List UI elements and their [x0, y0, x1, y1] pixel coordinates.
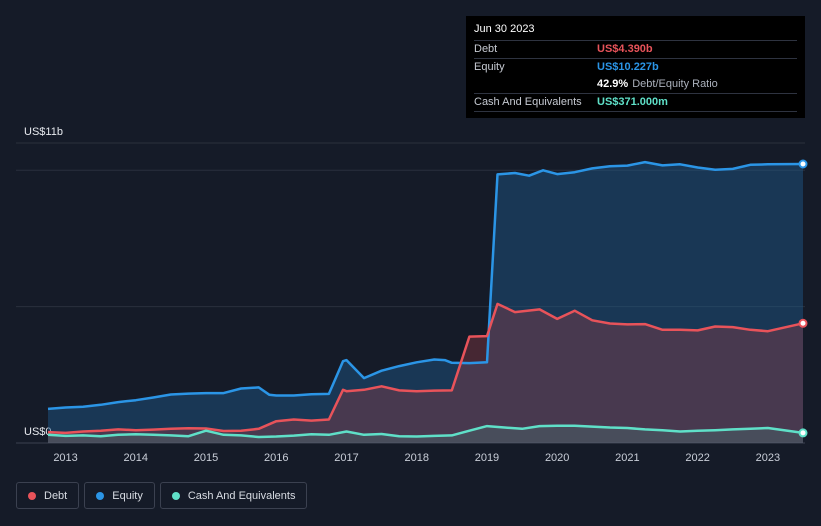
x-tick-label: 2013: [53, 452, 77, 464]
line-debt: [47, 302, 804, 435]
tooltip-row-cash: Cash And Equivalents US$371.000m: [474, 94, 797, 112]
area-debt: [48, 303, 803, 443]
tooltip-cash-label: Cash And Equivalents: [474, 96, 582, 108]
tooltip-panel: Jun 30 2023 Debt US$4.390b Equity US$10.…: [466, 16, 805, 118]
tooltip-equity-value: US$10.227b: [597, 61, 659, 73]
series-endpoints: [798, 159, 808, 438]
x-tick-label: 2020: [545, 452, 569, 464]
legend-dot-debt-icon: [28, 491, 36, 500]
tooltip-cash-value: US$371.000m: [597, 96, 668, 108]
legend-label-cash: Cash And Equivalents: [187, 489, 296, 502]
grid-lines: [16, 142, 805, 444]
x-tick-label: 2014: [124, 452, 148, 464]
line-cash-and-equivalents: [47, 424, 804, 439]
line-equity: [47, 160, 804, 411]
tooltip-debt-value: US$4.390b: [597, 43, 653, 55]
x-tick-label: 2018: [404, 452, 428, 464]
area-cash-and-equivalents: [48, 425, 803, 443]
series-lines: [47, 160, 804, 439]
legend-label-equity: Equity: [112, 489, 143, 502]
area-equity: [48, 162, 803, 443]
tooltip-row-debt: Debt US$4.390b: [474, 41, 797, 59]
legend-item-debt[interactable]: Debt: [16, 482, 80, 509]
x-tick-label: 2022: [685, 452, 709, 464]
x-tick-label: 2017: [334, 452, 358, 464]
y-axis-bottom-label: US$0: [24, 426, 52, 438]
tooltip-ratio-label: Debt/Equity Ratio: [632, 78, 718, 90]
endpoint-cash-and-equivalents: [798, 428, 808, 438]
x-tick-label: 2023: [756, 452, 780, 464]
x-axis-ticks: 2013 2014 2015 2016 2017 2018 2019 2020 2021 2022…: [53, 452, 780, 464]
legend-item-equity[interactable]: Equity: [84, 482, 155, 509]
endpoint-debt: [798, 318, 808, 328]
tooltip-row-equity: Equity US$10.227b: [474, 59, 797, 76]
tooltip-ratio-value: 42.9%: [597, 78, 629, 90]
x-tick-label: 2021: [615, 452, 639, 464]
x-tick-label: 2015: [194, 452, 218, 464]
series-areas: [48, 162, 803, 443]
tooltip-date: Jun 30 2023: [474, 23, 797, 41]
tooltip-equity-label: Equity: [474, 61, 505, 73]
legend-dot-equity-icon: [96, 491, 105, 500]
chart-legend: Debt Equity Cash And Equivalents: [16, 482, 308, 509]
legend-dot-cash-icon: [171, 491, 180, 500]
y-axis-top-label: US$11b: [24, 126, 63, 138]
tooltip-ratio-spacer: [474, 76, 597, 93]
tooltip-debt-label: Debt: [474, 43, 498, 55]
tooltip-row-ratio: 42.9% Debt/Equity Ratio: [474, 76, 797, 94]
x-tick-label: 2016: [264, 452, 288, 464]
legend-label-debt: Debt: [44, 489, 68, 502]
legend-item-cash[interactable]: Cash And Equivalents: [159, 482, 308, 509]
endpoint-equity: [798, 159, 808, 169]
x-tick-label: 2019: [475, 452, 499, 464]
